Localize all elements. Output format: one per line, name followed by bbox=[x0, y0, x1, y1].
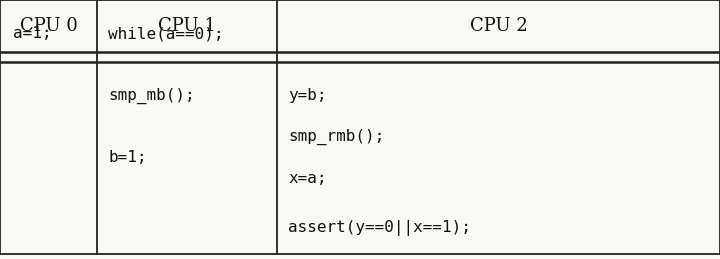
Text: CPU 2: CPU 2 bbox=[469, 17, 528, 35]
Text: x=a;: x=a; bbox=[288, 171, 326, 186]
Text: smp_mb();: smp_mb(); bbox=[108, 88, 194, 104]
Text: while(a==0);: while(a==0); bbox=[108, 26, 223, 41]
Text: y=b;: y=b; bbox=[288, 88, 326, 103]
Text: b=1;: b=1; bbox=[108, 150, 146, 166]
Text: CPU 0: CPU 0 bbox=[19, 17, 78, 35]
Text: a=1;: a=1; bbox=[13, 26, 51, 41]
Text: smp_rmb();: smp_rmb(); bbox=[288, 129, 384, 145]
Text: CPU 1: CPU 1 bbox=[158, 17, 216, 35]
Text: assert(y==0||x==1);: assert(y==0||x==1); bbox=[288, 220, 471, 236]
